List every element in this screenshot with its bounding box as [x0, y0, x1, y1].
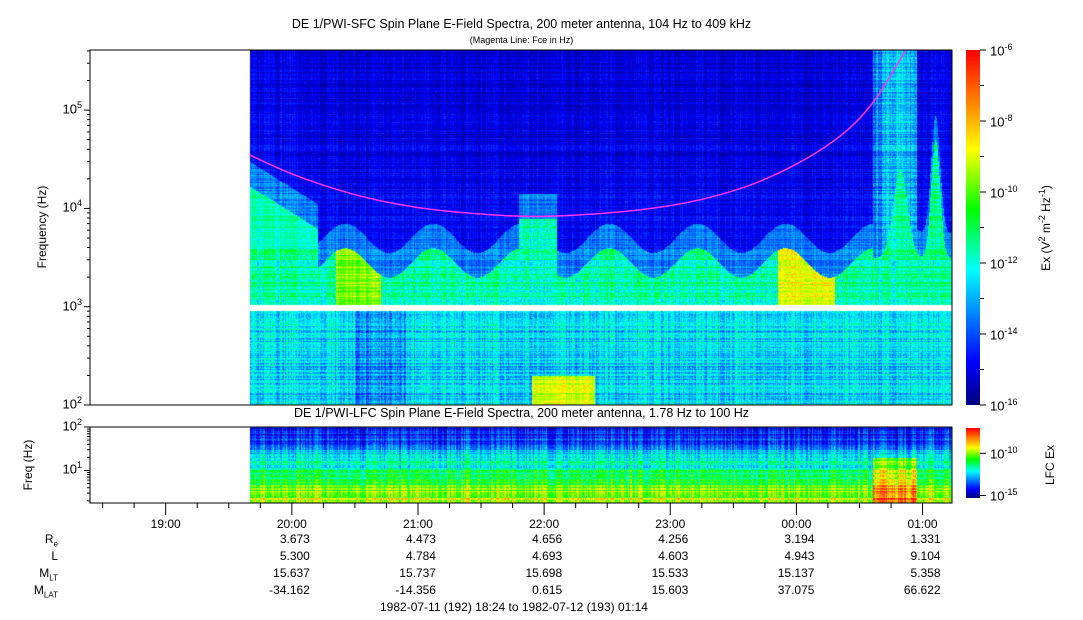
sfc-colorbar — [966, 50, 980, 405]
ephemeris-value: 9.104 — [910, 549, 941, 563]
ephemeris-value: 0.615 — [532, 583, 563, 597]
ephemeris-value: 4.656 — [532, 532, 563, 546]
ephemeris-value: -34.162 — [269, 583, 310, 597]
ephemeris-value: 15.637 — [273, 566, 310, 580]
lfc-spectrogram — [90, 427, 952, 503]
cb-tick-label-exp: -15 — [1004, 487, 1018, 498]
ephemeris-value: 1.331 — [910, 532, 941, 546]
y-tick-label-exp: 4 — [76, 198, 82, 209]
y-tick-label: 102 — [62, 417, 82, 434]
cb-tick-label: 10-16 — [990, 397, 1018, 414]
ephemeris-value: 15.737 — [399, 566, 436, 580]
y-tick-label: 104 — [62, 198, 82, 215]
ephemeris-value: 4.943 — [784, 549, 815, 563]
ephemeris-label-sub: LT — [49, 573, 58, 583]
cb-tick-label: 10-15 — [990, 487, 1018, 504]
cb-tick-label: 10-10 — [990, 445, 1018, 462]
lfc-frame — [89, 426, 953, 504]
x-tick-label: 21:00 — [402, 517, 433, 531]
ephemeris-value: 15.137 — [777, 566, 815, 580]
top-title: DE 1/PWI-SFC Spin Plane E-Field Spectra,… — [291, 17, 752, 31]
cb-tick-label-exp: -12 — [1004, 255, 1018, 265]
cb-tick-label-exp: -10 — [1004, 445, 1018, 456]
ephemeris-label-l: L — [51, 549, 58, 563]
ephemeris-label-mlat: MLAT — [33, 583, 58, 600]
cb-label-part: ) — [1039, 185, 1053, 190]
y-tick-label: 105 — [62, 100, 82, 117]
ephemeris-value: 3.194 — [784, 532, 815, 546]
cb-tick-label: 10-8 — [990, 113, 1013, 130]
ephemeris-value: 15.603 — [651, 583, 689, 597]
x-tick-label: 00:00 — [781, 517, 812, 531]
y-tick-label: 103 — [62, 296, 82, 314]
cb-label-part: m — [1039, 223, 1053, 237]
y-tick-label-exp: 5 — [76, 100, 82, 111]
cb-tick-label: 10-12 — [990, 255, 1018, 272]
time-range-label: 1982-07-11 (192) 18:24 to 1982-07-12 (19… — [380, 600, 648, 614]
ephemeris-value: 15.698 — [525, 566, 563, 580]
cb-label-part: -1 — [1037, 189, 1047, 198]
cb-tick-label-exp: -8 — [1004, 113, 1013, 123]
ephemeris-value: 5.358 — [910, 566, 941, 580]
x-tick-label: 01:00 — [907, 517, 938, 531]
ephemeris-value: 4.256 — [658, 532, 689, 546]
cb-tick-label-exp: -16 — [1004, 397, 1018, 407]
sfc-frame — [89, 49, 953, 406]
ephemeris-label-sub: e — [53, 539, 58, 549]
lfc-colorbar-label: LFC Ex — [1043, 445, 1057, 486]
y-tick-label-exp: 3 — [76, 296, 82, 307]
ephemeris-value: 15.533 — [651, 566, 689, 580]
y-tick-label: 101 — [62, 460, 82, 477]
y-tick-label-exp: 2 — [76, 395, 82, 405]
ephemeris-value: -14.356 — [395, 583, 436, 597]
bottom-title: DE 1/PWI-LFC Spin Plane E-Field Spectra,… — [293, 406, 750, 420]
cb-label-part: Ex (V — [1039, 241, 1053, 271]
ephemeris-value: 66.622 — [903, 583, 941, 597]
ephemeris-value: 4.784 — [405, 549, 436, 563]
cb-label-part: -2 — [1037, 215, 1047, 224]
cb-tick-label: 10-10 — [990, 184, 1018, 201]
top-subtitle: (Magenta Line: Fce in Hz) — [469, 35, 574, 45]
x-tick-label: 23:00 — [655, 517, 686, 531]
cb-tick-label-exp: -14 — [1004, 326, 1018, 336]
ephemeris-value: 4.473 — [405, 532, 436, 546]
cb-tick-label-exp: -6 — [1004, 42, 1013, 52]
sfc-spectrogram — [90, 50, 952, 405]
ephemeris-label-mlt: MLT — [39, 566, 58, 583]
x-tick-label: 22:00 — [529, 517, 560, 531]
ephemeris-value: 4.693 — [532, 549, 563, 563]
cb-tick-label: 10-6 — [990, 42, 1013, 59]
cb-label-part: Hz — [1039, 197, 1053, 216]
y-tick-label: 102 — [62, 395, 82, 412]
x-tick-label: 20:00 — [276, 517, 307, 531]
y-tick-label-exp: 1 — [76, 460, 82, 471]
lfc-colorbar — [966, 428, 980, 498]
ephemeris-value: 37.075 — [777, 583, 815, 597]
x-tick-label: 19:00 — [150, 517, 181, 531]
y-tick-label-exp: 2 — [76, 417, 82, 427]
ephemeris-label-sub: LAT — [43, 590, 58, 600]
ephemeris-value: 3.673 — [279, 532, 310, 546]
cb-label-part: 2 — [1037, 236, 1047, 242]
ephemeris-value: 5.300 — [279, 549, 310, 563]
cb-tick-label-exp: -10 — [1004, 184, 1018, 194]
ephemeris-value: 4.603 — [658, 549, 689, 563]
fce-line — [249, 49, 907, 218]
ephemeris-label-re: Re — [44, 532, 58, 549]
colorbar-label: Ex (V2 m-2 Hz-1) — [1037, 163, 1053, 293]
cb-tick-label: 10-14 — [990, 326, 1018, 343]
